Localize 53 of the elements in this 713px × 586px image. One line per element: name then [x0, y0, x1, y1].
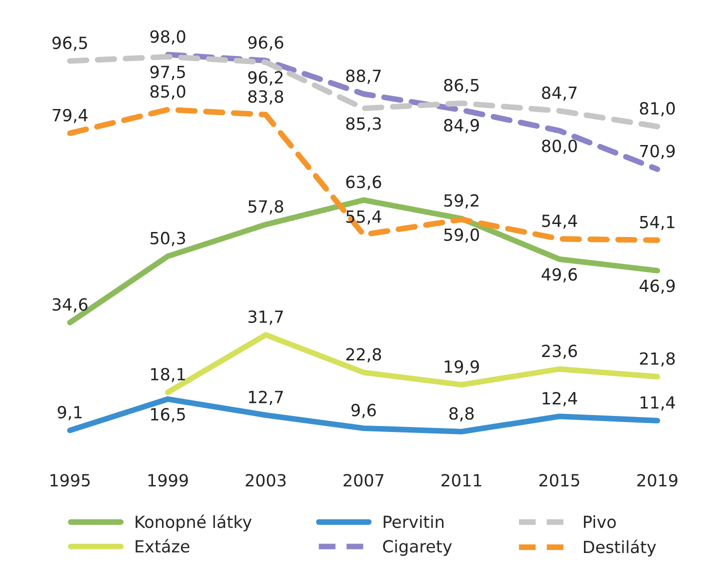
- data-label: 11,4: [640, 396, 675, 410]
- legend-label: Extáze: [136, 539, 190, 553]
- data-label: 79,4: [52, 108, 88, 124]
- data-label: 81,0: [640, 102, 675, 116]
- data-label: 49,6: [542, 268, 577, 282]
- data-label: 85,0: [150, 85, 186, 100]
- data-label: 55,4: [346, 210, 382, 225]
- data-label: 21,8: [640, 352, 675, 367]
- data-label: 85,3: [346, 117, 381, 132]
- data-label: 9,1: [58, 406, 82, 420]
- x-tick-label: 2019: [637, 474, 678, 487]
- data-label: 18,1: [151, 368, 185, 382]
- data-label: 96,2: [248, 71, 283, 86]
- data-label: 22,8: [346, 348, 382, 362]
- data-label: 12,7: [249, 390, 283, 405]
- data-label: 63,6: [346, 176, 382, 190]
- data-label: 31,7: [248, 310, 283, 325]
- data-label: 96,5: [52, 36, 88, 51]
- data-label: 70,9: [640, 144, 675, 160]
- data-label: 84,7: [542, 86, 577, 101]
- data-label: 83,8: [248, 90, 284, 105]
- data-label: 59,0: [444, 228, 479, 243]
- data-label: 86,5: [444, 78, 479, 94]
- legend-label: Pervitin: [384, 515, 444, 528]
- data-label: 50,3: [150, 232, 186, 246]
- x-tick-label: 1995: [50, 474, 90, 487]
- x-tick-label: 2007: [344, 474, 384, 487]
- data-label: 9,6: [351, 404, 376, 418]
- data-label: 8,8: [449, 407, 474, 422]
- data-label: 34,6: [52, 298, 88, 312]
- data-label: 98,0: [150, 30, 186, 45]
- x-tick-label: 2011: [442, 474, 482, 487]
- data-label: 84,9: [444, 118, 479, 134]
- data-label: 54,4: [542, 214, 578, 229]
- legend-label: Destiláty: [584, 540, 656, 556]
- legend-label: Konopné látky: [136, 514, 252, 532]
- data-label: 88,7: [346, 70, 381, 84]
- data-label: 12,4: [542, 392, 578, 406]
- data-label: 46,9: [640, 280, 675, 294]
- x-tick-label: 2003: [246, 474, 286, 487]
- data-label: 16,5: [151, 408, 185, 422]
- x-tick-label: 2015: [539, 474, 580, 487]
- data-label: 96,6: [248, 36, 284, 50]
- legend-label: Pivo: [584, 515, 616, 528]
- data-label: 57,8: [248, 200, 284, 214]
- data-label: 19,9: [444, 360, 479, 375]
- data-label: 54,1: [640, 216, 674, 230]
- legend-label: Cigarety: [383, 540, 452, 556]
- data-label: 59,2: [444, 194, 478, 208]
- x-tick-label: 1999: [148, 474, 188, 487]
- data-label: 97,5: [150, 66, 185, 80]
- data-label: 23,6: [542, 344, 577, 359]
- data-label: 80,0: [542, 140, 577, 154]
